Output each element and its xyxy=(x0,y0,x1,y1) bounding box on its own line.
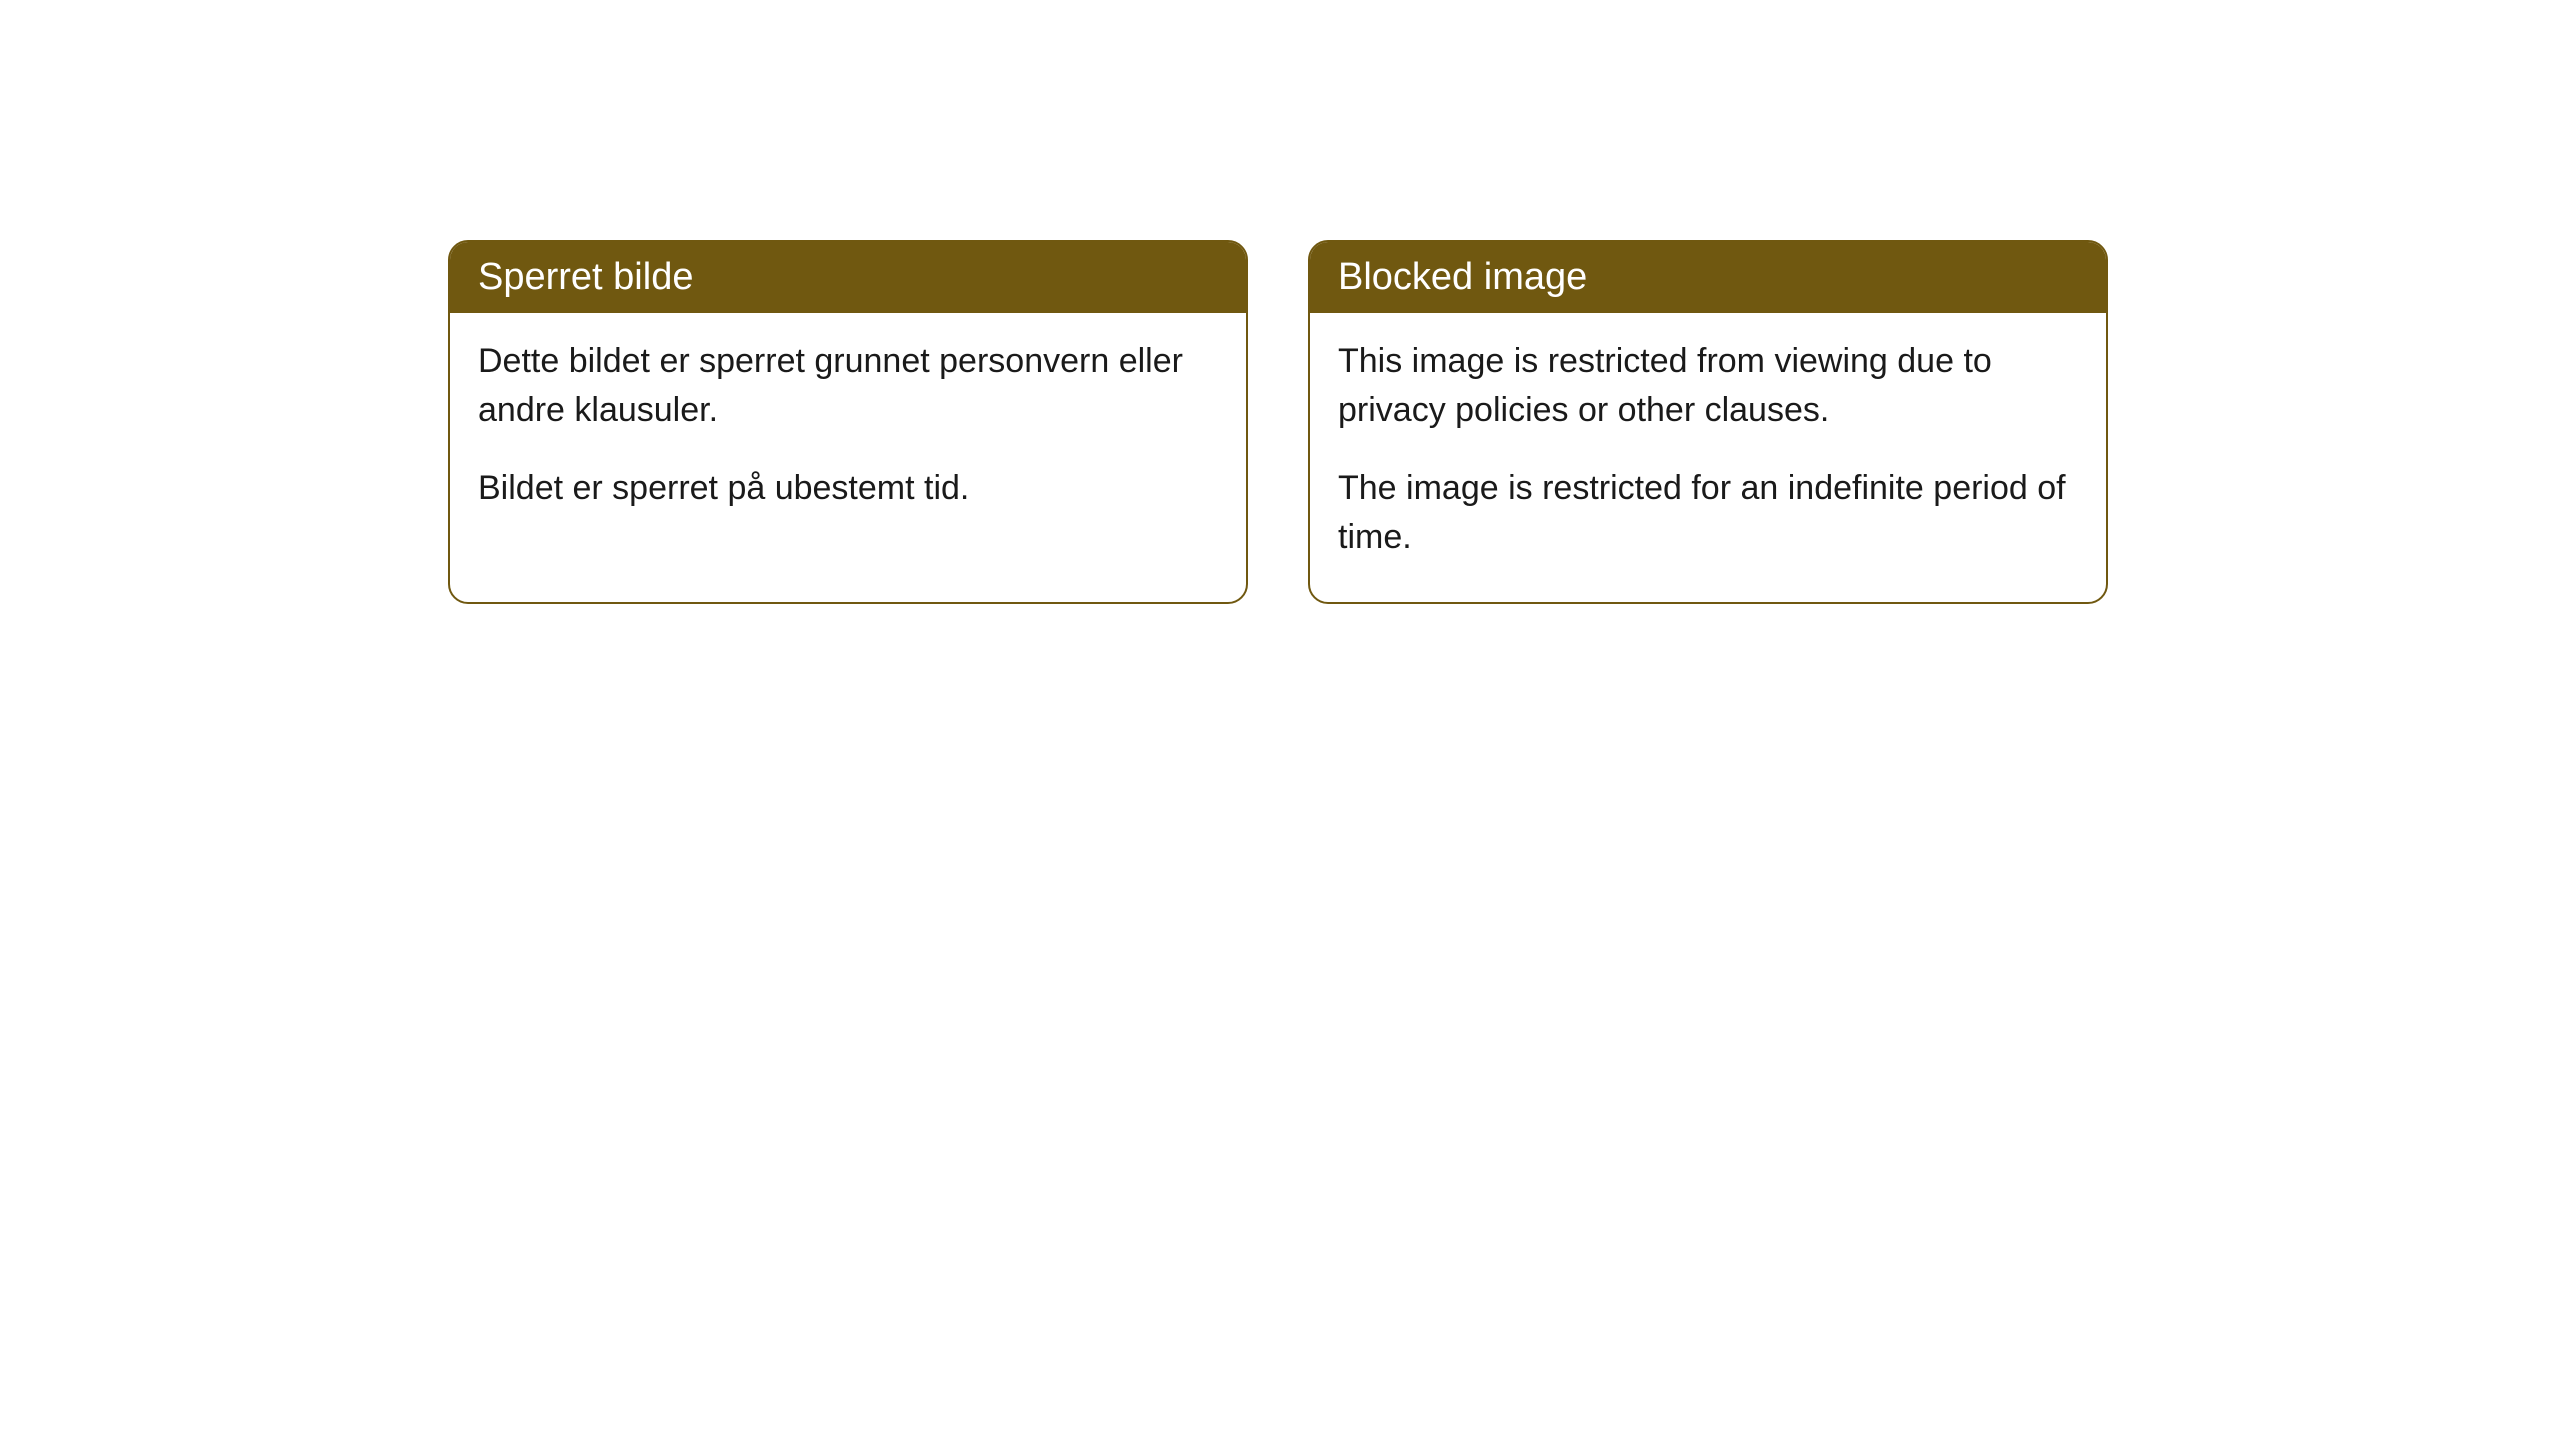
info-card-english: Blocked image This image is restricted f… xyxy=(1308,240,2108,604)
card-paragraph: This image is restricted from viewing du… xyxy=(1338,337,2078,436)
card-header: Sperret bilde xyxy=(450,242,1246,313)
card-paragraph: Bildet er sperret på ubestemt tid. xyxy=(478,464,1218,513)
info-card-norwegian: Sperret bilde Dette bildet er sperret gr… xyxy=(448,240,1248,604)
cards-container: Sperret bilde Dette bildet er sperret gr… xyxy=(448,240,2560,604)
card-paragraph: The image is restricted for an indefinit… xyxy=(1338,464,2078,563)
card-body: Dette bildet er sperret grunnet personve… xyxy=(450,313,1246,553)
card-title: Sperret bilde xyxy=(478,256,693,298)
card-header: Blocked image xyxy=(1310,242,2106,313)
card-title: Blocked image xyxy=(1338,256,1587,298)
card-body: This image is restricted from viewing du… xyxy=(1310,313,2106,602)
card-paragraph: Dette bildet er sperret grunnet personve… xyxy=(478,337,1218,436)
